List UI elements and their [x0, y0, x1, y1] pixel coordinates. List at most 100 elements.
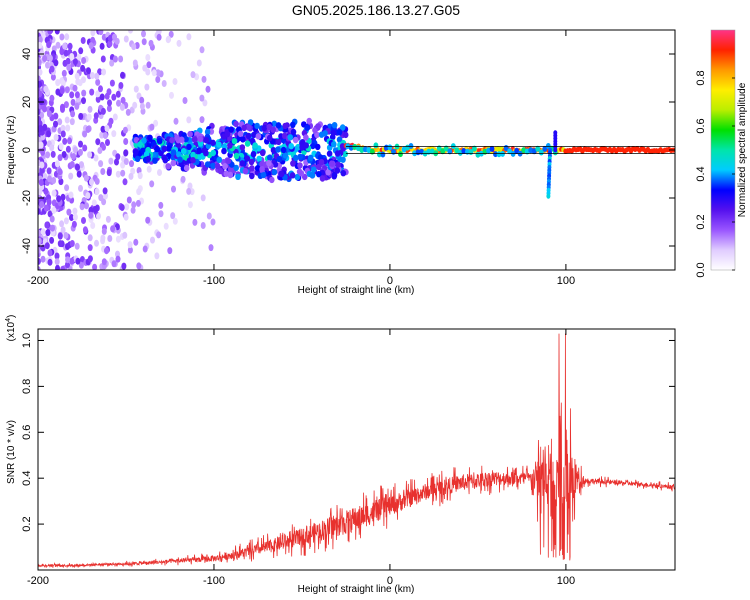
noise-cell — [192, 218, 198, 226]
noise-cell — [91, 199, 97, 207]
band-cell — [319, 175, 326, 182]
noise-cell — [109, 59, 115, 67]
spectrogram-x-axis-label: Height of straight line (km) — [298, 285, 415, 296]
band-cell — [335, 161, 341, 168]
band-cell — [154, 145, 161, 153]
noise-cell — [66, 208, 72, 216]
noise-cell — [80, 37, 86, 44]
noise-cell — [202, 99, 208, 107]
band-cell — [176, 151, 182, 158]
noise-cell — [155, 69, 161, 77]
noise-cell — [87, 234, 93, 242]
band-cell — [245, 132, 252, 140]
band-cell — [294, 173, 301, 181]
noise-cell — [64, 86, 70, 94]
noise-cell — [101, 258, 107, 266]
band-cell — [169, 137, 175, 144]
noise-cell — [123, 158, 129, 165]
band-cell — [391, 148, 396, 155]
band-cell — [134, 155, 141, 162]
noise-cell — [63, 101, 69, 109]
band-cell — [489, 145, 495, 152]
band-cell — [227, 142, 233, 149]
noise-cell — [99, 131, 105, 139]
band-cell — [251, 131, 257, 138]
band-cell — [210, 139, 216, 146]
noise-cell — [55, 264, 60, 270]
band-cell — [433, 150, 439, 157]
band-cell — [242, 168, 249, 175]
band-cell — [472, 145, 477, 152]
band-cell — [256, 155, 263, 162]
noise-cell — [45, 61, 50, 69]
noise-cell — [83, 174, 89, 182]
y-tick-label: 0.2 — [21, 516, 33, 531]
noise-cell — [80, 64, 86, 72]
noise-cell — [90, 30, 96, 37]
noise-cell — [115, 255, 121, 263]
band-cell — [248, 158, 255, 166]
band-cell — [276, 155, 283, 163]
noise-cell — [129, 160, 134, 168]
noise-cell — [82, 226, 88, 234]
band-cell — [249, 165, 255, 172]
noise-cell — [163, 222, 169, 230]
noise-cell — [97, 68, 103, 76]
band-cell — [254, 165, 261, 172]
noise-cell — [60, 226, 66, 234]
y-tick-label: 40 — [21, 48, 33, 60]
noise-cell — [54, 258, 60, 266]
noise-cell — [125, 108, 131, 116]
band-cell — [310, 166, 317, 173]
noise-cell — [132, 59, 138, 67]
noise-cell — [40, 148, 46, 156]
band-cell — [387, 144, 393, 151]
band-cell — [334, 167, 341, 174]
x-tick-label: 100 — [557, 575, 575, 587]
band-cell — [315, 123, 322, 130]
noise-cell — [151, 69, 157, 77]
band-cell — [307, 154, 314, 161]
band-cell — [170, 149, 177, 156]
noise-cell — [38, 266, 41, 270]
band-cell — [303, 142, 310, 149]
noise-cell — [120, 161, 126, 169]
band-cell — [270, 147, 277, 154]
band-cell — [183, 164, 190, 172]
band-cell — [210, 149, 217, 157]
noise-cell — [126, 196, 132, 204]
noise-cell — [43, 204, 49, 212]
x-tick-label: 0 — [387, 275, 393, 287]
noise-cell — [75, 163, 80, 171]
noise-cell — [79, 203, 85, 211]
noise-cell — [38, 68, 43, 76]
band-cell — [443, 145, 449, 152]
band-cell — [255, 133, 262, 140]
noise-cell — [154, 252, 160, 260]
noise-cell — [109, 79, 115, 87]
noise-cell — [69, 240, 75, 247]
band-cell — [514, 147, 519, 154]
band-cell — [326, 150, 333, 157]
noise-cell — [187, 182, 193, 190]
noise-cell — [137, 172, 143, 180]
noise-cell — [127, 246, 133, 254]
band-cell — [331, 122, 338, 129]
dip-cell — [553, 130, 558, 136]
band-cell — [197, 135, 204, 143]
band-cell — [275, 138, 282, 146]
band-cell — [271, 168, 278, 176]
noise-cell — [82, 130, 88, 138]
noise-cell — [139, 96, 145, 104]
noise-cell — [63, 232, 69, 239]
noise-cell — [86, 67, 91, 75]
band-cell — [440, 148, 446, 155]
band-cell — [259, 149, 266, 157]
noise-cell — [199, 94, 205, 102]
noise-cell — [141, 38, 147, 46]
noise-cell — [81, 217, 86, 224]
band-cell — [325, 169, 332, 176]
band-cell — [316, 171, 322, 178]
band-cell — [191, 136, 198, 143]
snr-y-axis-label: SNR (10 * v/v) — [6, 420, 17, 484]
